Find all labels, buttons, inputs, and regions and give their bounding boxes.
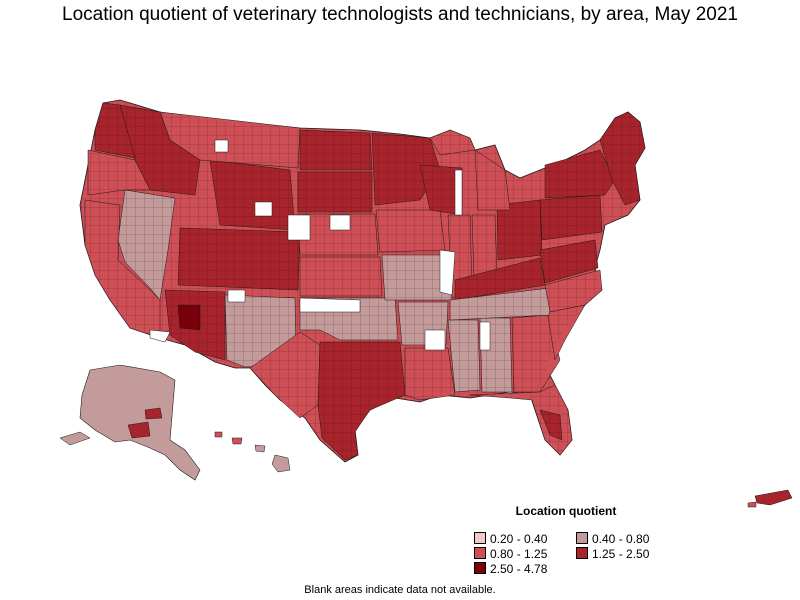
no-data-area [214,139,229,153]
legend-item: 0.20 - 0.40 [474,532,547,546]
legend-item: 0.40 - 0.80 [576,532,649,546]
puerto-rico-west [747,501,757,508]
no-data-area [329,214,351,231]
legend: Location quotient 0.20 - 0.40 0.40 - 0.8… [466,504,666,576]
no-data-area [439,249,456,296]
puerto-rico [747,489,793,508]
no-data-area [479,321,491,351]
alaska [59,364,201,481]
footnote: Blank areas indicate data not available. [304,584,496,596]
hawaii-maui [254,444,266,453]
legend-swatch [576,547,588,559]
map-title: Location quotient of veterinary technolo… [62,4,738,25]
legend-item: 1.25 - 2.50 [576,547,649,561]
county-borders [80,100,645,462]
legend-title: Location quotient [515,504,617,518]
hawaii-oahu [231,437,243,445]
legend-item: 0.80 - 1.25 [474,547,547,561]
legend-swatch [474,562,486,574]
hawaii [214,431,291,473]
no-data-area [299,297,361,313]
legend-label: 2.50 - 4.78 [490,562,548,576]
alaska-aleutians [59,431,91,446]
no-data-area [254,201,273,217]
legend-label: 0.80 - 1.25 [490,547,548,561]
puerto-rico-island [754,489,793,506]
contiguous-us [79,99,646,463]
alaska-anchorage [127,421,151,439]
legend-swatch [474,532,486,544]
legend-label: 1.25 - 2.50 [592,547,650,561]
no-data-area [227,289,246,303]
legend-swatch [576,532,588,544]
hawaii-kauai [214,431,223,438]
legend-swatch [474,547,486,559]
alaska-region [144,407,163,420]
legend-label: 0.40 - 0.80 [592,532,650,546]
no-data-area [424,329,446,351]
alaska-main [79,364,201,481]
no-data-area [454,169,463,216]
no-data-area [287,214,311,241]
legend-label: 0.20 - 0.40 [490,532,548,546]
hawaii-big-island [271,454,291,473]
no-data-area [149,329,171,343]
legend-item: 2.50 - 4.78 [474,562,547,576]
